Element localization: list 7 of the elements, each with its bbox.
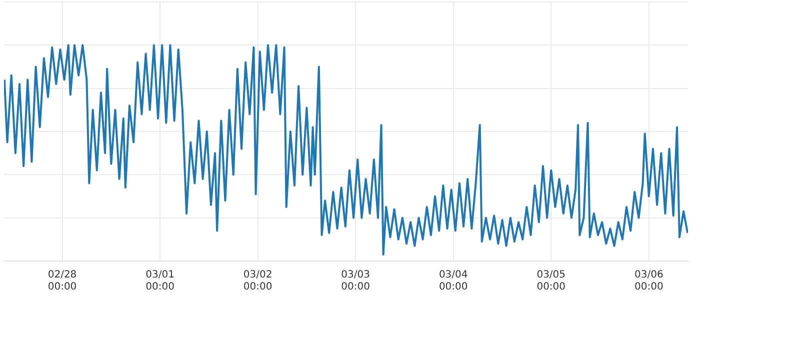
x-tick-label: 03/01 00:00 xyxy=(146,270,174,293)
x-tick-label: 03/06 00:00 xyxy=(634,270,664,293)
x-tick-label: 03/03 00:00 xyxy=(341,270,370,293)
x-tick-label: 03/05 00:00 xyxy=(536,270,566,293)
x-tick-label: 03/02 00:00 xyxy=(243,270,272,293)
x-tick-label: 03/04 00:00 xyxy=(438,270,468,293)
x-tick-label: 02/28 00:00 xyxy=(48,270,77,293)
